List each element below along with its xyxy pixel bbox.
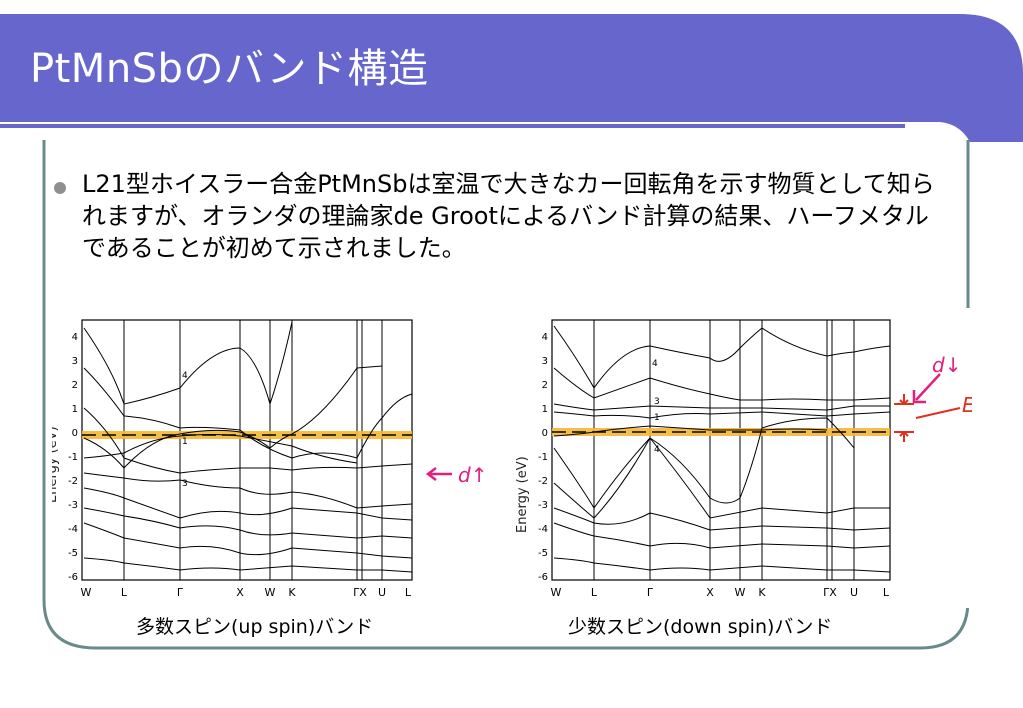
right-xtick: K (758, 586, 766, 599)
d-down-annotation: d↓ (912, 353, 961, 404)
right-ytick: -6 (538, 572, 548, 583)
right-ytick: -1 (538, 452, 548, 463)
left-ytick: -2 (68, 476, 78, 487)
right-xtick: ΓX (823, 586, 837, 599)
right-ytick: 1 (542, 404, 548, 415)
left-ytick: -4 (68, 524, 78, 535)
right-ytick: -5 (538, 548, 548, 559)
d-down-label: d↓ (932, 353, 961, 377)
majority-spin-plot: Energy (eV) 4 3 2 1 0 -1 (45, 319, 487, 599)
d-up-annotation: d↑ (425, 463, 487, 487)
bullet-text: L21型ホイスラー合金PtMnSbは室温で大きなカー回転角を示す物質として知られ… (82, 170, 935, 262)
right-band-label: 1 (654, 413, 660, 423)
right-ytick: 2 (542, 380, 548, 391)
slide-title: PtMnSbのバンド構造 (30, 46, 429, 92)
band-structure-figures: Energy (eV) 4 3 2 1 0 -1 (45, 319, 987, 599)
left-xtick: W (265, 586, 276, 599)
left-xtick: L (121, 586, 128, 599)
left-ytick: -1 (68, 452, 78, 463)
left-xtick: X (236, 586, 244, 599)
left-band-label: 3 (182, 479, 188, 489)
right-ylabel: Energy (eV) (515, 456, 530, 533)
minority-spin-plot: Energy (eV) 4 3 2 1 0 -1 -2 -3 (515, 319, 987, 599)
right-xtick: W (735, 586, 746, 599)
right-ytick: 3 (542, 356, 548, 367)
left-ytick: 2 (72, 380, 78, 391)
d-up-label: d↑ (458, 463, 487, 487)
right-xtick: X (706, 586, 714, 599)
left-ytick: 1 (72, 404, 78, 415)
left-xtick: ΓX (353, 586, 367, 599)
left-ytick: -5 (68, 548, 78, 559)
left-ytick: -6 (68, 572, 78, 583)
title-bar (0, 14, 1023, 142)
right-xtick: W (551, 586, 562, 599)
left-xtick: L (405, 586, 412, 599)
left-band-label: 4 (182, 371, 188, 381)
right-xtick: Γ (647, 586, 654, 599)
right-ytick: 4 (542, 332, 548, 343)
right-ytick: -2 (538, 476, 548, 487)
left-xtick: U (378, 586, 386, 599)
band-gap-annotation (894, 394, 961, 442)
bullet-dot-icon (54, 182, 66, 194)
left-ytick: 0 (72, 428, 78, 439)
left-ytick: 3 (72, 356, 78, 367)
left-xtick: K (288, 586, 296, 599)
right-xticks: W L Γ X W K ΓX U L (551, 586, 890, 599)
left-ytick: 4 (72, 332, 78, 343)
right-band-label: 4 (652, 359, 658, 369)
left-yticks: 4 3 2 1 0 -1 -2 -3 -4 -5 -6 (68, 332, 78, 583)
left-ytick: -3 (68, 500, 78, 511)
right-yticks: 4 3 2 1 0 -1 -2 -3 -4 -5 -6 (538, 332, 548, 583)
band-gap-label: Eg (962, 393, 972, 417)
right-xtick: L (591, 586, 598, 599)
left-band-label: 1 (182, 437, 188, 447)
left-caption: 多数スピン(up spin)バンド (136, 616, 374, 638)
right-ytick: -3 (538, 500, 548, 511)
right-band-label: 3 (654, 397, 660, 407)
right-ytick: -4 (538, 524, 548, 535)
left-xtick: Γ (177, 586, 184, 599)
left-xtick: W (81, 586, 92, 599)
title-bar-shape (0, 14, 1023, 142)
right-xtick: L (883, 586, 890, 599)
right-caption: 少数スピン(down spin)バンド (568, 616, 833, 638)
right-ytick: 0 (542, 428, 548, 439)
left-xticks: W L Γ X W K ΓX U L (81, 586, 412, 599)
left-ylabel: Energy (eV) (52, 426, 60, 503)
right-band-label: 4 (654, 445, 660, 455)
right-xtick: U (850, 586, 858, 599)
figure-panel: Energy (eV) 4 3 2 1 0 -1 (45, 308, 987, 608)
